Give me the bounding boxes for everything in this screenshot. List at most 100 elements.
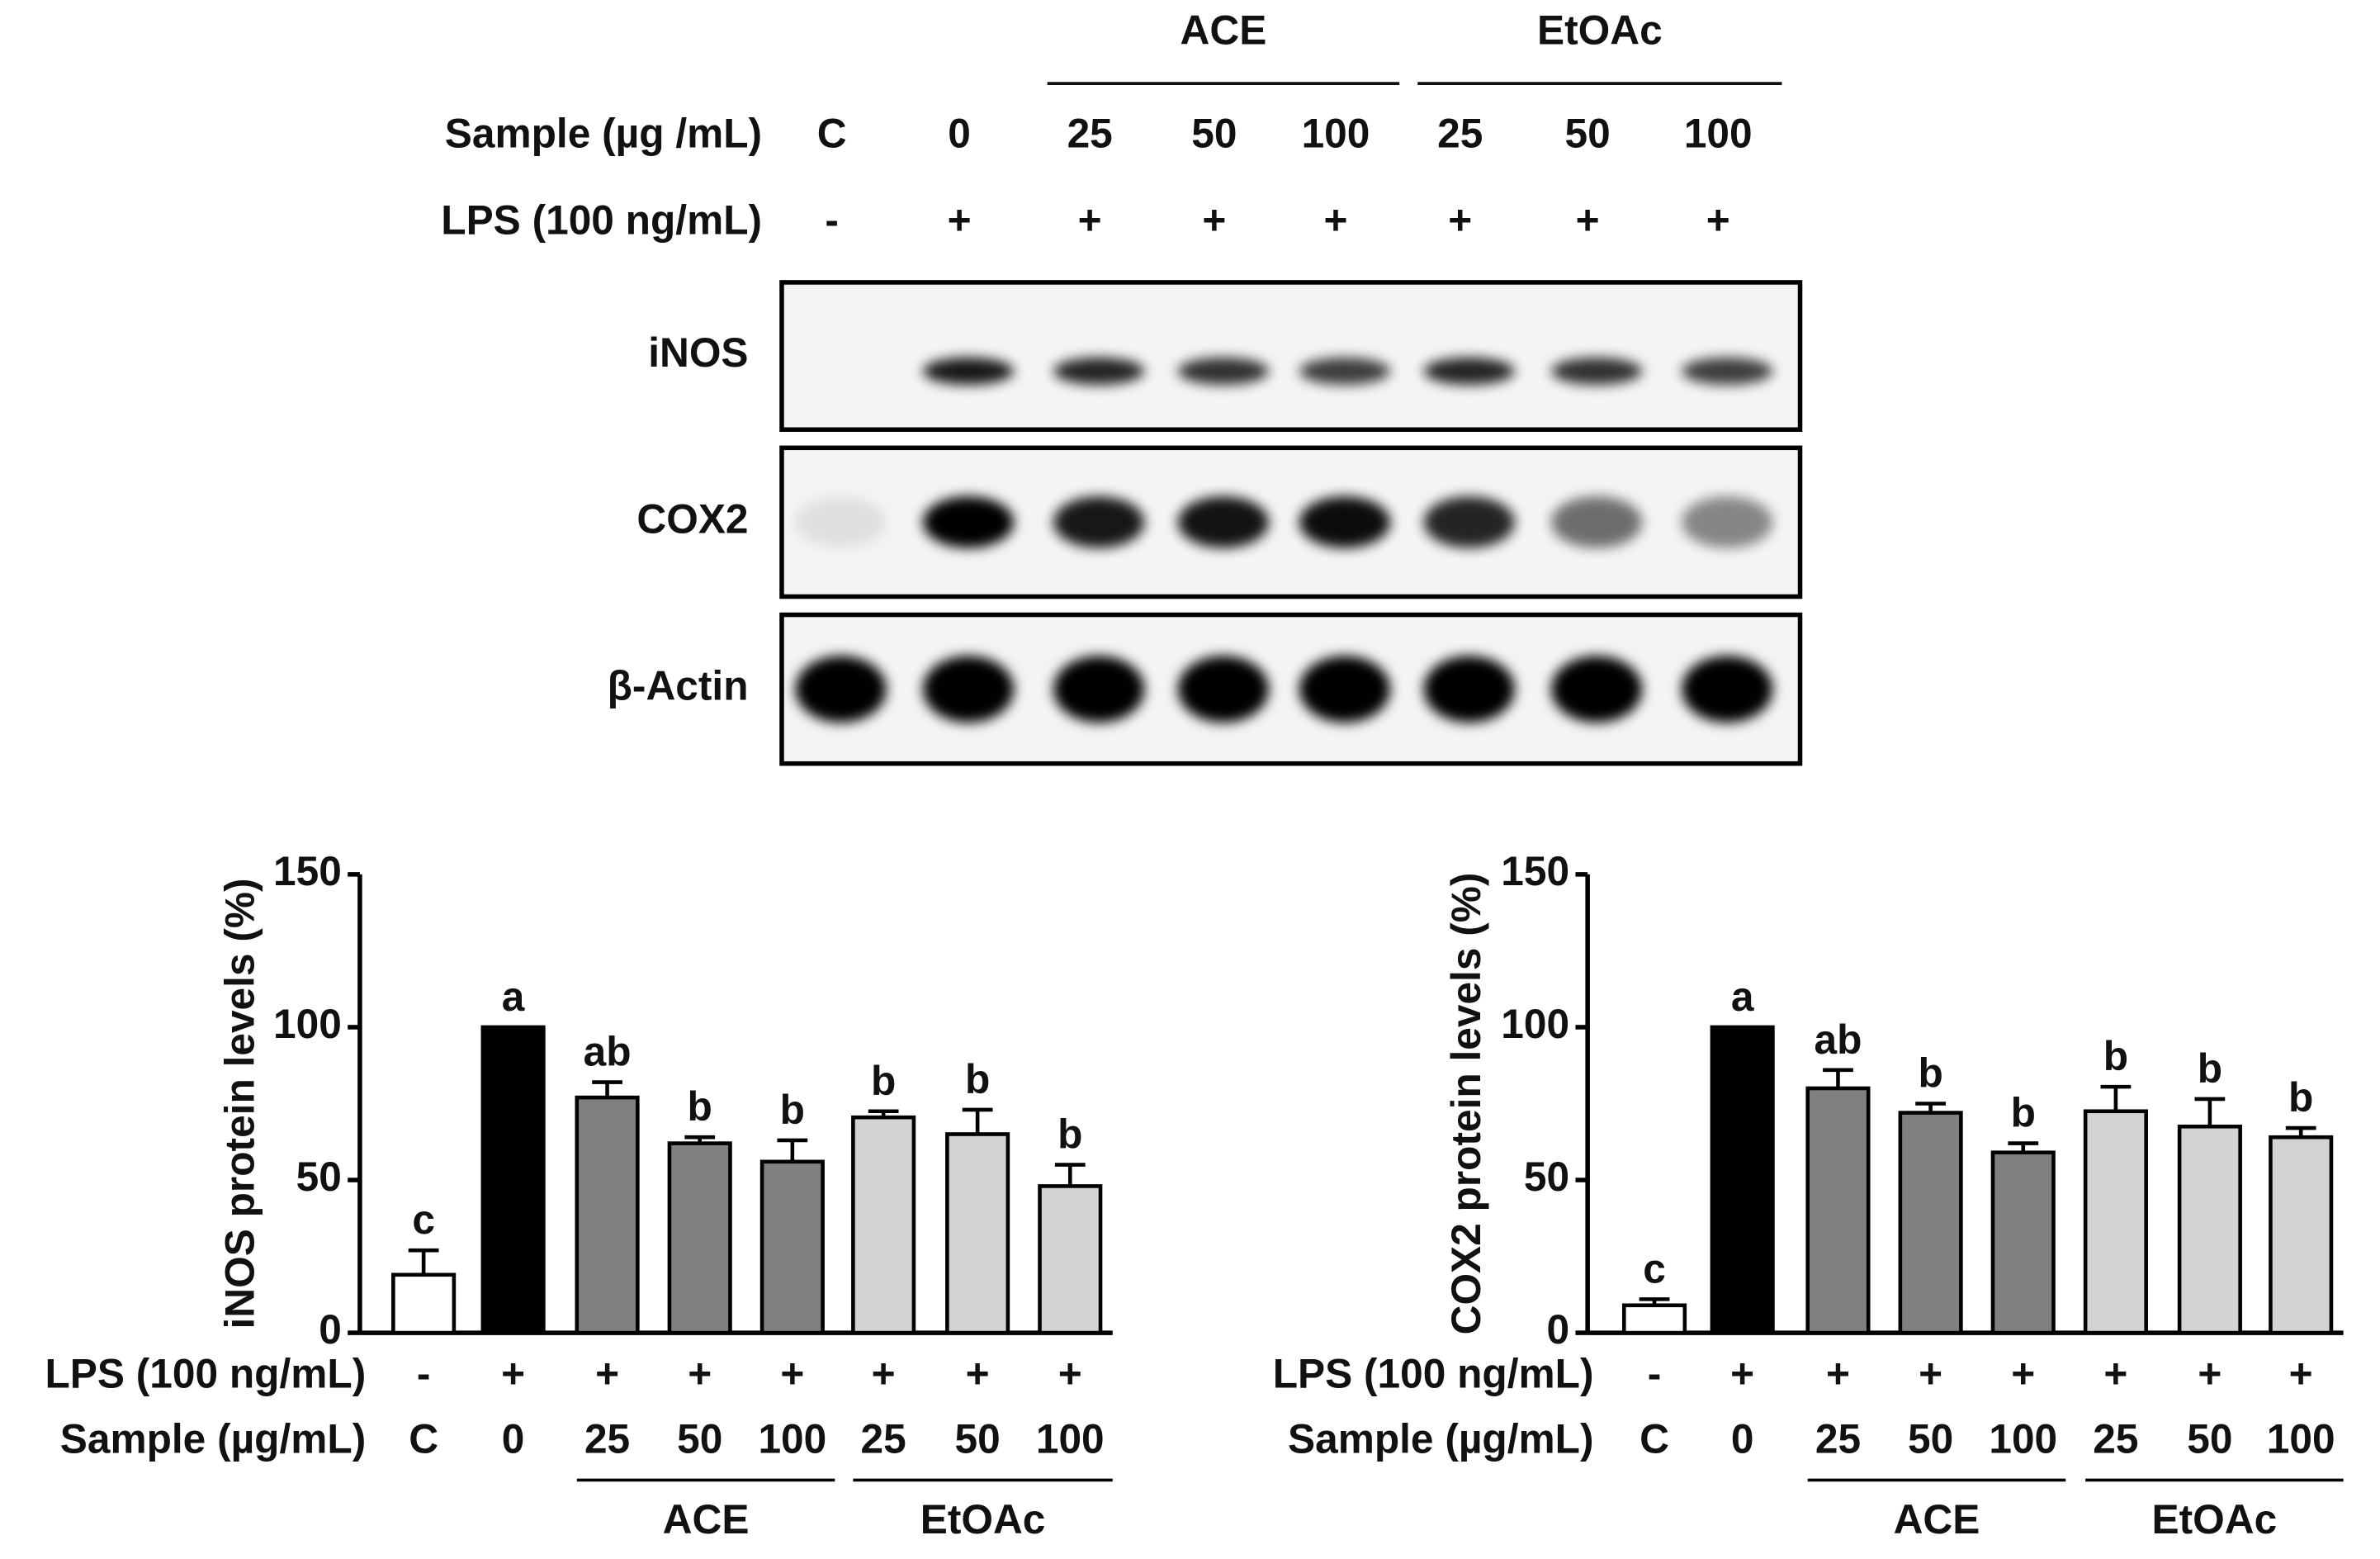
blot-band [1053,357,1145,386]
blot-group: ACE [1181,7,1267,54]
blot-band [1551,357,1643,386]
blot-band [1682,656,1773,723]
y-axis-label: iNOS protein levels (%) [216,878,263,1329]
lps-sign: - [1648,1351,1662,1397]
x-tick-label: 50 [1908,1416,1953,1462]
blot-sample: C [817,111,847,157]
blot-lps: + [1448,197,1472,243]
blot-lps: + [1323,197,1347,243]
blot-band [1299,496,1391,548]
blot-band [1682,496,1773,548]
lps-sign: + [1730,1351,1754,1397]
significance-letter: a [502,974,525,1020]
significance-letter: b [688,1083,712,1130]
x-tick-label: 100 [1036,1416,1105,1462]
significance-letter: b [871,1058,896,1104]
significance-letter: b [780,1087,805,1133]
lps-sign: + [1826,1351,1850,1397]
x-tick-label: 25 [2093,1416,2138,1462]
blot-sample-label: Sample (µg /mL) [445,111,762,157]
blot-band [1177,496,1270,548]
blot-band [1423,656,1515,723]
y-tick-label: 150 [1501,848,1569,894]
significance-letter: b [2011,1090,2036,1136]
blot-band [1177,656,1270,723]
bar [2083,1109,2148,1335]
group-label: ACE [663,1496,750,1542]
blot-sample: 25 [1437,111,1483,157]
blot-sample: 0 [948,111,971,157]
x-tick-label: 0 [1731,1416,1754,1462]
x-tick-label: 50 [2187,1416,2232,1462]
y-tick-label: 0 [319,1306,342,1353]
blot-band [795,496,887,548]
blot-box [779,280,1803,433]
blot-lps: + [1078,197,1102,243]
x-tick-label: 100 [2267,1416,2335,1462]
x-tick-label: 100 [1989,1416,2057,1462]
lps-sign: + [1919,1351,1942,1397]
lps-label: LPS (100 ng/mL) [1273,1351,1594,1397]
blot-band [1423,357,1515,386]
y-tick-label: 50 [1524,1154,1569,1200]
blot-band [795,656,887,723]
significance-letter: ab [584,1029,632,1075]
group-label: ACE [1894,1496,1980,1542]
group-label: EtOAc [2152,1496,2278,1542]
significance-letter: b [2103,1033,2128,1079]
bar [851,1115,916,1335]
blot-group: EtOAc [1537,7,1663,54]
bar [2177,1124,2242,1335]
x-tick-label: C [1640,1416,1669,1462]
blot-band [1299,357,1391,386]
lps-sign: + [2011,1351,2035,1397]
blot-lps-label: LPS (100 ng/mL) [441,197,762,243]
significance-letter: c [1643,1245,1666,1291]
bar [759,1159,825,1335]
lps-sign: - [417,1351,431,1397]
y-tick-label: 100 [273,1001,342,1047]
blot-band [1551,656,1643,723]
blot-band [1299,656,1391,723]
x-tick-label: 0 [502,1416,525,1462]
blot-lps: + [948,197,972,243]
significance-letter: b [2288,1074,2313,1121]
blot-lps: - [825,197,839,243]
bar [1990,1150,2056,1335]
blot-band [1177,357,1270,386]
protein-label: β-Actin [608,663,749,709]
significance-letter: b [1058,1111,1082,1158]
y-axis-label: COX2 protein levels (%) [1443,873,1489,1335]
significance-letter: a [1731,974,1754,1020]
sample-label: Sample (µg/mL) [1288,1416,1594,1462]
bar [391,1272,457,1335]
blot-lps: + [1202,197,1226,243]
y-tick-label: 0 [1546,1306,1569,1353]
blot-sample: 100 [1302,111,1370,157]
lps-sign: + [501,1351,525,1397]
bar [480,1025,546,1335]
x-tick-label: 100 [758,1416,826,1462]
blot-sample: 100 [1684,111,1753,157]
blot-band [922,357,1015,386]
x-tick-label: 25 [861,1416,906,1462]
lps-sign: + [780,1351,804,1397]
x-tick-label: 25 [584,1416,630,1462]
protein-label: COX2 [636,496,748,543]
bar [1621,1303,1687,1335]
significance-letter: b [2198,1045,2222,1092]
bar [1710,1025,1775,1335]
blot-band [1053,656,1145,723]
lps-sign: + [2289,1351,2313,1397]
lps-sign: + [688,1351,712,1397]
lps-sign: + [966,1351,990,1397]
blot-sample: 50 [1191,111,1237,157]
bar [667,1141,732,1335]
lps-label: LPS (100 ng/mL) [45,1351,366,1397]
y-tick-label: 50 [296,1154,342,1200]
y-tick-label: 150 [273,848,342,894]
lps-sign: + [2198,1351,2221,1397]
lps-sign: + [1058,1351,1082,1397]
y-tick-label: 100 [1501,1001,1569,1047]
